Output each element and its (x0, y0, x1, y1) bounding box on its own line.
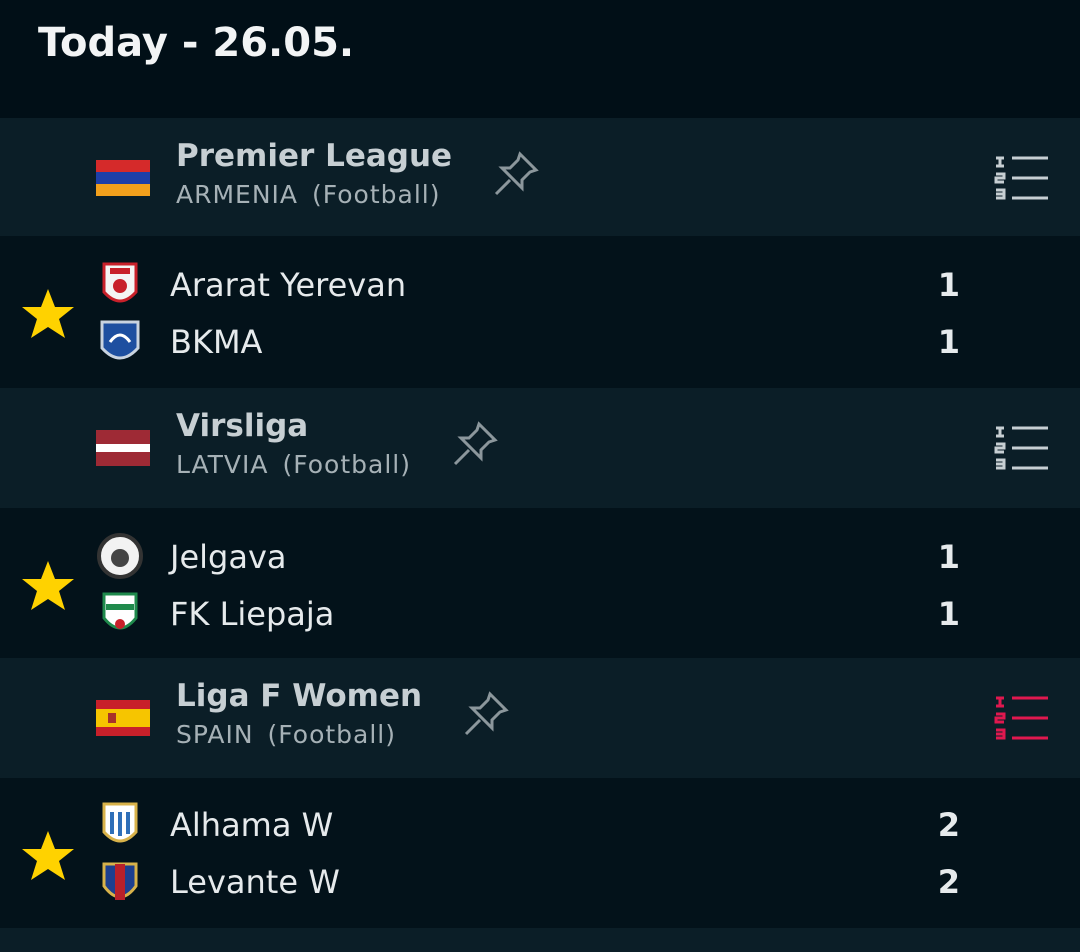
pin-button[interactable] (449, 418, 501, 470)
score: 2 (937, 806, 960, 844)
standings-button[interactable] (994, 424, 1050, 472)
league-header[interactable]: Premier League ARMENIA (Football) (0, 118, 1080, 236)
country: ARMENIA (176, 180, 299, 209)
match-row[interactable]: Ararat Yerevan 1 BKMA 1 (0, 236, 1080, 388)
team-logo (100, 320, 140, 360)
team-name: Ararat Yerevan (170, 266, 407, 304)
flag (96, 700, 150, 736)
match-row[interactable]: Jelgava 1 FK Liepaja 1 (0, 508, 1080, 658)
score: 1 (937, 595, 960, 633)
score: 1 (937, 266, 960, 304)
next-section (0, 928, 1080, 952)
favorite-star[interactable] (20, 286, 76, 342)
standings-button[interactable] (994, 694, 1050, 742)
flag (96, 430, 150, 466)
team-name: BKMA (170, 323, 263, 361)
league-name: Liga F Women (176, 678, 423, 714)
match-row[interactable]: Alhama W 2 Levante W 2 (0, 778, 1080, 928)
sport: (Football) (267, 720, 397, 749)
flag (96, 160, 150, 196)
team-name: Jelgava (170, 538, 287, 576)
score: 1 (937, 323, 960, 361)
league-name: Virsliga (176, 408, 309, 444)
date-title: Today - 26.05. (38, 20, 355, 66)
team-logo (97, 533, 143, 579)
league-name: Premier League (176, 138, 453, 174)
country: SPAIN (176, 720, 254, 749)
pin-button[interactable] (460, 688, 512, 740)
team-logo (102, 262, 138, 303)
team-name: Alhama W (170, 806, 334, 844)
sport: (Football) (312, 180, 441, 209)
favorite-star[interactable] (20, 828, 76, 884)
pin-button[interactable] (490, 148, 542, 200)
league-header[interactable]: Liga F Women SPAIN (Football) (0, 658, 1080, 778)
team-name: FK Liepaja (170, 595, 335, 633)
team-logo (102, 802, 138, 843)
league-header[interactable]: Virsliga LATVIA (Football) (0, 388, 1080, 508)
favorite-star[interactable] (20, 558, 76, 614)
score: 1 (937, 538, 960, 576)
team-logo (102, 862, 138, 900)
team-logo (102, 592, 138, 630)
sport: (Football) (282, 450, 411, 479)
standings-button[interactable] (994, 154, 1050, 202)
team-name: Levante W (170, 863, 340, 901)
country: LATVIA (176, 450, 269, 479)
score: 2 (937, 863, 960, 901)
